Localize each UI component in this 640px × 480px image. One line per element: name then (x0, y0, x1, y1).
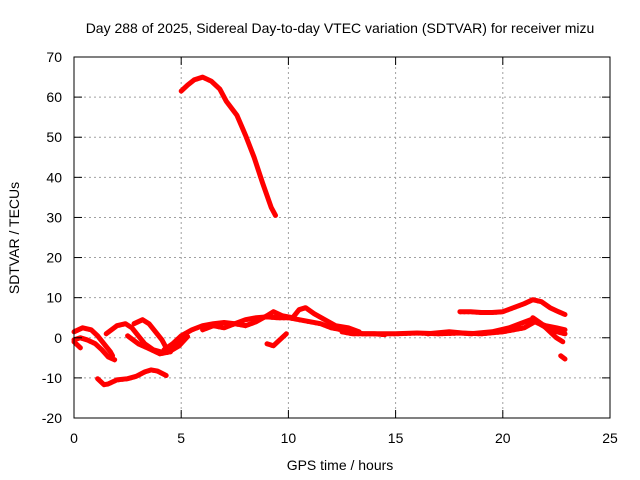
x-tick-label: 5 (177, 430, 185, 446)
series-line-arc-right-high (457, 297, 568, 317)
plot-frame (73, 56, 611, 419)
series-texture-arc-mid-b (201, 308, 361, 335)
series-line-arc-neg-low (95, 367, 169, 388)
series-line-arc-left-a (71, 325, 116, 359)
chart-title: Day 288 of 2025, Sidereal Day-to-day VTE… (86, 20, 595, 36)
y-tick-label: 30 (46, 209, 62, 225)
x-axis-label: GPS time / hours (287, 457, 394, 473)
y-tick-label: 0 (54, 330, 62, 346)
y-tick-label: 40 (46, 169, 62, 185)
series-texture-arc-2to4-b (133, 320, 172, 355)
series-texture-arc-right-drop (531, 318, 564, 345)
series-line-arc-right-drop (530, 315, 566, 345)
series-line-arc-high (178, 74, 278, 218)
series-texture-arc-left-b (73, 338, 116, 363)
y-tick-label: 10 (46, 290, 62, 306)
series-line-arc-left-c (71, 339, 83, 351)
x-tick-label: 0 (70, 430, 78, 446)
y-tick-label: -10 (42, 370, 62, 386)
series-texture-arc-left-c (73, 342, 82, 351)
x-tick-label: 10 (281, 430, 297, 446)
series-texture-arc-right-dot (559, 356, 566, 362)
grid-layer (74, 57, 610, 418)
series-texture-arc-right-high (458, 300, 566, 317)
y-tick-label: 60 (46, 89, 62, 105)
series-line-arc-2to4-c (125, 333, 191, 357)
series-texture-arc-2to4-c (126, 336, 189, 357)
tick-layer: -20 -10 0 10 20 30 40 50 60 70 0 5 10 15 20 25 (42, 49, 618, 446)
series-texture-arc-2to4-a (105, 324, 187, 355)
series-texture-arc-dip-9 (266, 334, 288, 349)
y-tick-label: -20 (42, 410, 62, 426)
y-tick-label: 20 (46, 250, 62, 266)
series-texture-arc-left-a (73, 328, 114, 359)
x-tick-label: 25 (602, 430, 618, 446)
series-line-arc-mid-b (200, 305, 362, 335)
series-texture-arc-neg-low (96, 370, 168, 388)
series-layer (71, 74, 568, 388)
y-tick-label: 70 (46, 49, 62, 65)
x-tick-label: 15 (388, 430, 404, 446)
series-texture-arc-high (180, 77, 277, 218)
y-tick-label: 50 (46, 129, 62, 145)
series-line-arc-right-dot (558, 353, 568, 362)
x-tick-label: 20 (495, 430, 511, 446)
y-axis-label: SDTVAR / TECUs (6, 182, 22, 294)
series-line-arc-dip-9 (264, 331, 289, 349)
